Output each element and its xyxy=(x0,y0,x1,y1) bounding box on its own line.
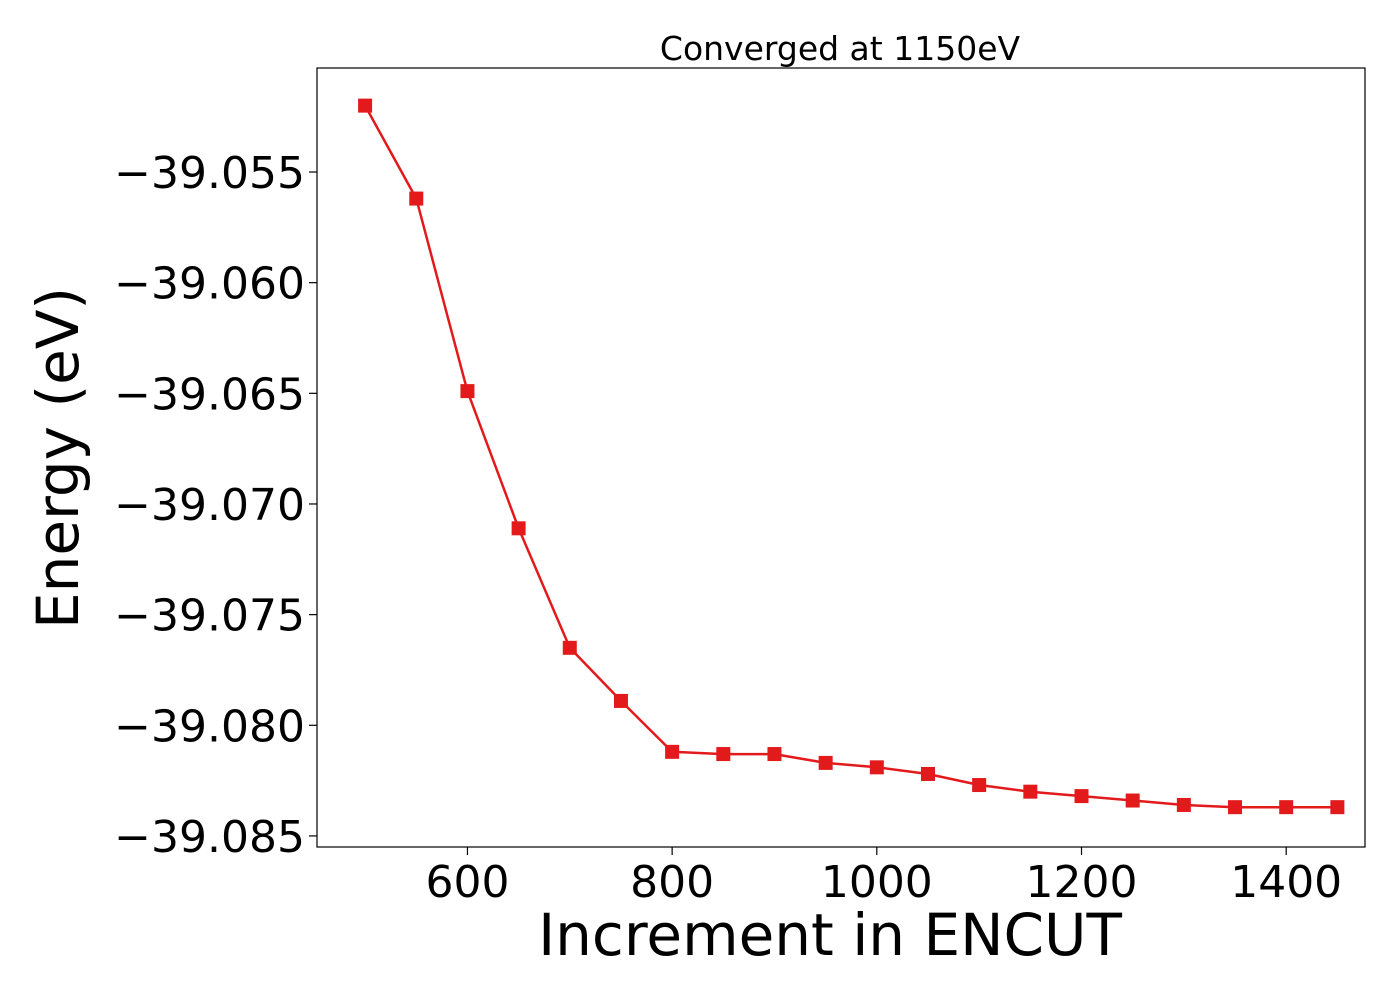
x-axis-ticks: 600 800 1000 1200 1400 xyxy=(425,847,1342,908)
data-point xyxy=(869,760,884,775)
data-point xyxy=(562,640,577,655)
y-axis-ticks: −39.055 −39.060 −39.065 −39.070 −39.075 −39.0… xyxy=(114,148,317,863)
data-point xyxy=(1125,793,1140,808)
x-tick-label: 1200 xyxy=(1026,857,1138,908)
y-tick-label: −39.085 xyxy=(114,812,305,863)
chart-title: Converged at 1150eV xyxy=(660,29,1021,68)
y-tick-label: −39.080 xyxy=(114,701,305,752)
data-point xyxy=(665,744,680,759)
data-point xyxy=(716,747,731,762)
data-point xyxy=(972,778,987,793)
data-point xyxy=(358,98,373,113)
data-point xyxy=(1023,784,1038,799)
series-layer xyxy=(358,98,1345,815)
y-tick-label: −39.055 xyxy=(114,148,305,199)
data-point xyxy=(409,191,424,206)
x-tick-label: 600 xyxy=(425,857,509,908)
data-point xyxy=(511,521,526,536)
y-tick-label: −39.060 xyxy=(114,259,305,310)
data-point xyxy=(1330,800,1345,815)
x-tick-label: 800 xyxy=(630,857,714,908)
x-axis-label: Increment in ENCUT xyxy=(538,901,1122,969)
data-point xyxy=(1279,800,1294,815)
data-point xyxy=(460,384,475,399)
y-axis-label: Energy (eV) xyxy=(24,287,92,629)
data-point xyxy=(767,747,782,762)
y-tick-label: −39.065 xyxy=(114,369,305,420)
y-tick-label: −39.075 xyxy=(114,591,305,642)
data-point xyxy=(613,693,628,708)
series-line xyxy=(364,104,1338,809)
data-point xyxy=(1074,789,1089,804)
x-tick-label: 1000 xyxy=(821,857,933,908)
y-tick-label: −39.070 xyxy=(114,480,305,531)
data-point xyxy=(920,766,935,781)
plot-frame xyxy=(316,67,1366,848)
x-tick-label: 1400 xyxy=(1230,857,1342,908)
data-point xyxy=(818,755,833,770)
data-point xyxy=(1228,800,1243,815)
data-point xyxy=(1176,797,1191,812)
